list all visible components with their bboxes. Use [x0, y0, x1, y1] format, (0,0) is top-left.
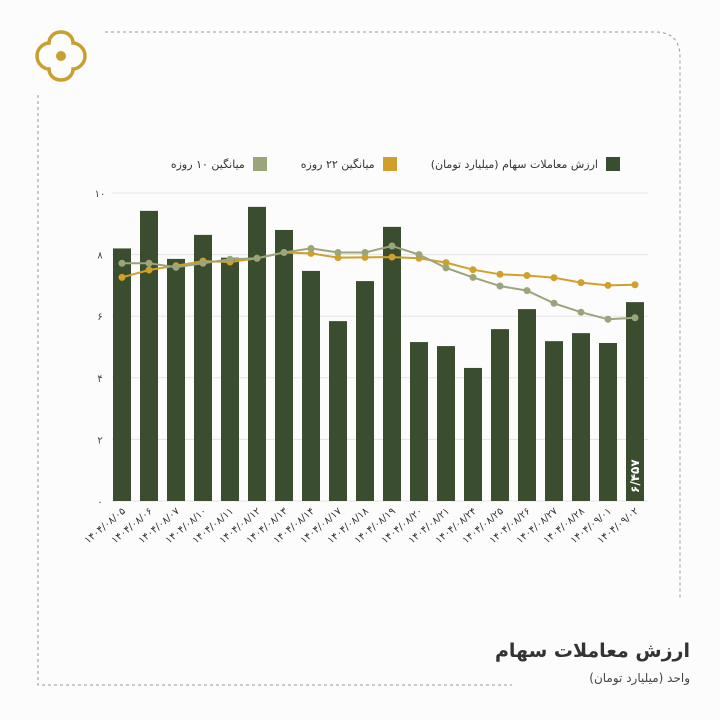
series-point [145, 259, 153, 267]
series-point [172, 263, 180, 271]
series-point [334, 248, 342, 256]
series-point [469, 266, 477, 274]
series-point [523, 272, 531, 280]
bar [383, 226, 401, 501]
series-point [577, 279, 585, 287]
series-point [118, 273, 126, 281]
legend-item-ma10: میانگین ۱۰ روزه [171, 157, 267, 171]
legend-label: میانگین ۱۰ روزه [170, 157, 245, 171]
legend-swatch-ma22 [382, 157, 397, 171]
y-tick-label: ۰ [97, 497, 102, 508]
bar [248, 206, 266, 502]
series-point [280, 248, 288, 256]
series-point [226, 255, 234, 263]
series-point [388, 242, 396, 250]
series-point [550, 299, 558, 307]
series-point [253, 254, 261, 262]
chart-title: ارزش معاملات سهام [494, 640, 690, 662]
series-point [334, 254, 342, 262]
legend-item-value: ارزش معاملات سهام (میلیارد تومان) [431, 157, 620, 171]
series-point [604, 281, 612, 289]
bar [518, 309, 536, 501]
series-point [307, 249, 315, 257]
chart-legend: ارزش معاملات سهام (میلیارد تومان) میانگی… [130, 152, 620, 176]
y-tick-label: ۶ [97, 312, 102, 323]
series-point [388, 253, 396, 261]
legend-item-ma22: میانگین ۲۲ روزه [301, 157, 397, 171]
series-point [631, 314, 639, 322]
series-point [523, 287, 531, 295]
series-point [577, 308, 585, 316]
bar [275, 229, 293, 501]
y-tick-label: ۲ [97, 435, 102, 446]
bar [545, 341, 563, 501]
series-point [361, 248, 369, 256]
bar [140, 210, 158, 501]
series-point [307, 244, 315, 252]
chart-subtitle: واحد (میلیارد تومان) [589, 671, 690, 685]
bar [167, 258, 185, 501]
series-point [442, 259, 450, 267]
series-line [122, 244, 636, 321]
y-tick-label: ۸ [97, 251, 103, 262]
logo-flower-icon [35, 30, 87, 82]
series-point [469, 273, 477, 281]
bar [356, 281, 374, 501]
legend-label: ارزش معاملات سهام (میلیارد تومان) [430, 157, 598, 171]
bar [572, 333, 590, 501]
y-tick-label: ۱۰ [95, 189, 106, 200]
bar [626, 302, 644, 501]
bar [113, 248, 131, 501]
bar [464, 367, 482, 501]
bar [599, 342, 617, 501]
bar [437, 346, 455, 501]
series-point [199, 259, 207, 267]
bar [194, 234, 212, 501]
series-point [604, 315, 612, 323]
legend-label: میانگین ۲۲ روزه [300, 157, 375, 171]
series-line [121, 251, 636, 287]
series-point [145, 266, 153, 274]
bar [221, 257, 239, 501]
series-point [631, 281, 639, 289]
legend-swatch-bars [606, 157, 620, 171]
series-point [118, 259, 126, 267]
data-label: ۶/۴۵۷ [628, 459, 642, 493]
series-point [496, 270, 504, 278]
series-point [550, 274, 558, 282]
series-point [442, 264, 450, 272]
series-point [415, 251, 423, 259]
bar [491, 329, 509, 501]
bar [329, 321, 347, 501]
bar [302, 270, 320, 501]
y-tick-label: ۴ [97, 374, 102, 385]
bar [410, 342, 428, 501]
series-point [496, 282, 504, 290]
legend-swatch-ma10 [252, 157, 267, 171]
series-point [361, 253, 369, 261]
